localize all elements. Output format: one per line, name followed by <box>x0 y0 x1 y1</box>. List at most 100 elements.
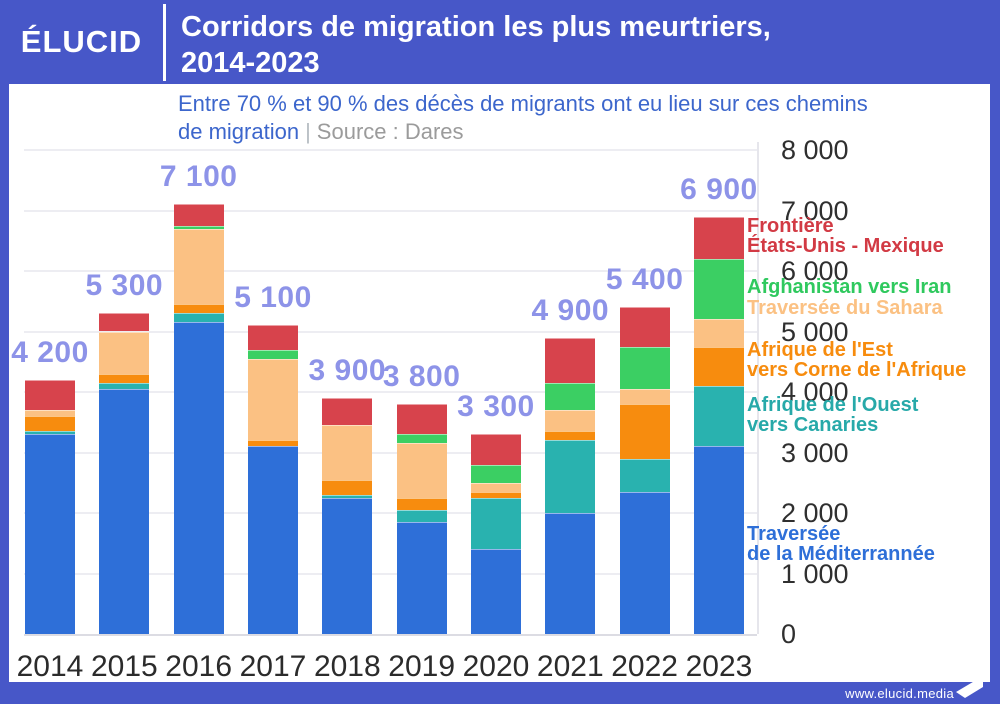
bar-segment <box>99 313 150 332</box>
gridline-5000 <box>24 330 757 333</box>
legend-label-line: Frontière <box>747 215 834 237</box>
bar-total-label: 3 800 <box>382 360 461 394</box>
bar-segment <box>693 385 744 447</box>
bar-segment <box>545 513 596 634</box>
legend-item: Afghanistan vers Iran <box>747 277 997 297</box>
legend-item: Afrique de l'Est vers Corne de l'Afrique <box>747 340 997 380</box>
legend-label-line: Afrique de l'Ouest <box>747 394 919 416</box>
bar-segment <box>173 228 224 305</box>
elucid-flag-icon <box>956 676 983 698</box>
bar-segment <box>173 204 224 226</box>
bar-segment <box>470 482 521 492</box>
bar-segment <box>470 434 521 465</box>
bar-segment <box>173 313 224 323</box>
footer-bar <box>0 682 1000 704</box>
legend-label-line: Traversée du Sahara <box>747 297 943 319</box>
bar-segment <box>545 431 596 441</box>
bar-segment <box>619 307 670 347</box>
bar-segment <box>396 434 447 444</box>
y-tick-label: 4 000 <box>781 377 849 407</box>
page-title-line1: Corridors de migration les plus meurtrie… <box>181 11 771 43</box>
chart-subtitle: Entre 70 % et 90 % des décès de migrants… <box>178 90 978 146</box>
bar-segment <box>99 388 150 634</box>
subtitle-line1: Entre 70 % et 90 % des décès de migrants… <box>178 91 868 116</box>
bar-segment <box>619 491 670 634</box>
bar-segment <box>470 464 521 483</box>
bar-total-label: 7 100 <box>159 160 238 194</box>
gridline-8000 <box>24 149 757 151</box>
subtitle-source: Source : Dares <box>316 119 464 144</box>
bar-total-label: 3 300 <box>457 390 535 424</box>
bar-segment <box>25 416 75 432</box>
legend-item: Afrique de l'Ouest vers Canaries <box>747 395 997 435</box>
bar-total-label: 6 900 <box>680 172 758 206</box>
y-tick-label: 2 000 <box>781 498 849 528</box>
bar-segment <box>545 440 596 513</box>
gridline-7000 <box>24 209 757 212</box>
x-axis-line <box>24 634 757 636</box>
bar-segment <box>619 346 670 389</box>
page-title-line2: 2014-2023 <box>181 47 320 79</box>
x-axis-label: 2022 <box>611 650 678 683</box>
legend-item: Traversée de la Méditerrannée <box>747 524 997 564</box>
gridline-3000 <box>24 451 757 454</box>
bar-segment <box>25 410 75 417</box>
bar-total-label: 4 900 <box>531 293 610 327</box>
y-tick-label: 0 <box>781 619 797 649</box>
bar-segment <box>25 431 75 435</box>
x-axis-label: 2023 <box>685 650 753 683</box>
bar-segment <box>470 497 521 550</box>
bar-segment <box>693 346 744 386</box>
bar-segment <box>396 443 447 498</box>
bar-segment <box>247 446 298 634</box>
y-tick-label: 1 000 <box>781 558 849 589</box>
x-axis-label: 2019 <box>388 650 456 683</box>
bar-segment <box>99 331 150 374</box>
bar-segment <box>25 434 75 634</box>
bar-total-label: 3 900 <box>308 354 387 388</box>
bar-segment <box>173 304 224 314</box>
x-axis-label: 2021 <box>536 650 604 683</box>
bar-segment <box>693 216 744 259</box>
footer-url: www.elucid.media <box>845 686 954 701</box>
bar-segment <box>693 258 744 320</box>
bar-segment <box>619 404 670 459</box>
x-axis-label: 2018 <box>313 650 381 683</box>
x-axis-label: 2014 <box>16 650 84 683</box>
bar-segment <box>322 497 373 634</box>
bar-segment <box>396 522 447 634</box>
bar-segment <box>173 322 224 634</box>
bar-segment <box>247 349 298 359</box>
legend-label-line: Traversée <box>747 523 841 545</box>
bar-total-label: 5 400 <box>605 263 684 297</box>
legend-label-line: États-Unis - Mexique <box>747 235 944 257</box>
bar-segment <box>322 494 373 498</box>
subtitle-separator: | <box>305 119 311 144</box>
elucid-logo: ÉLUCID <box>20 24 143 59</box>
x-axis-label: 2017 <box>239 650 307 683</box>
bar-segment <box>247 325 298 350</box>
bar-segment <box>470 549 521 634</box>
bar-segment <box>247 358 298 441</box>
bar-segment <box>25 379 75 411</box>
gridline-4000 <box>24 391 757 393</box>
bar-segment <box>99 382 150 389</box>
header-divider <box>163 4 166 81</box>
bar-segment <box>322 479 373 495</box>
legend-item: Traversée du Sahara <box>747 298 997 318</box>
bar-total-label: 5 100 <box>234 281 312 315</box>
bar-segment <box>396 404 447 435</box>
bar-total-label: 4 200 <box>11 335 89 369</box>
bar-segment <box>173 225 224 229</box>
legend-label-line: Afrique de l'Est <box>747 339 893 361</box>
bar-segment <box>322 398 373 426</box>
bar-segment <box>619 458 670 492</box>
bar-segment <box>396 509 447 523</box>
bar-segment <box>545 337 596 383</box>
header: ÉLUCID Corridors de migration les plus m… <box>0 0 1000 84</box>
bar-segment <box>693 319 744 347</box>
x-axis-label: 2015 <box>90 650 158 683</box>
bar-segment <box>545 410 596 432</box>
gridline-6000 <box>24 270 757 272</box>
legend-label-line: Afghanistan vers Iran <box>747 276 952 298</box>
